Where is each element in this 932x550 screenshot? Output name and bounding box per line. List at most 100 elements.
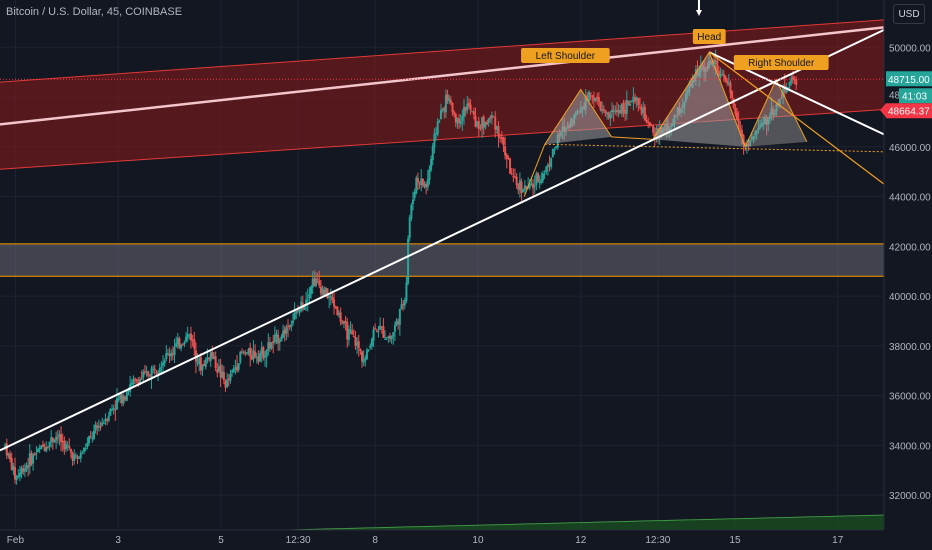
candle-body bbox=[532, 183, 535, 189]
candle-body bbox=[553, 148, 556, 151]
candle-body bbox=[89, 436, 92, 438]
candle-body bbox=[124, 396, 127, 400]
candle-body bbox=[71, 452, 74, 461]
candle-body bbox=[502, 137, 505, 146]
candle-body bbox=[627, 100, 630, 105]
candle-body bbox=[213, 356, 216, 360]
candle-body bbox=[760, 123, 763, 127]
candle-body bbox=[397, 321, 400, 324]
candle-body bbox=[145, 371, 148, 373]
candle-body bbox=[50, 437, 53, 443]
candle-body bbox=[750, 137, 753, 140]
candle-body bbox=[387, 336, 390, 338]
candle-body bbox=[712, 59, 715, 64]
candle-body bbox=[793, 78, 796, 81]
candle-body bbox=[512, 176, 515, 178]
time-tick-label: 12:30 bbox=[286, 535, 311, 546]
candle-body bbox=[198, 358, 201, 364]
candle-body bbox=[727, 82, 730, 85]
right-shoulder-label: Right Shoulder bbox=[748, 58, 815, 69]
candle-body bbox=[632, 96, 635, 102]
candle-body bbox=[490, 115, 493, 119]
candle-body bbox=[647, 121, 650, 123]
volume-trend-fill bbox=[287, 515, 884, 530]
candle-body bbox=[163, 360, 166, 364]
candle-body bbox=[415, 177, 418, 194]
time-tick-label: 3 bbox=[115, 535, 121, 546]
candle-body bbox=[525, 186, 528, 189]
candle-body bbox=[619, 110, 622, 114]
candle-body bbox=[270, 342, 273, 349]
candle-body bbox=[142, 371, 145, 378]
candle-body bbox=[147, 371, 150, 376]
candle-body bbox=[4, 444, 7, 447]
candle-body bbox=[535, 173, 538, 185]
candle-body bbox=[795, 79, 798, 86]
candle-body bbox=[201, 364, 204, 371]
candle-body bbox=[382, 326, 385, 338]
candle-body bbox=[443, 107, 446, 112]
candle-body bbox=[591, 94, 594, 98]
candle-body bbox=[221, 371, 224, 379]
candle-body bbox=[596, 97, 599, 99]
candle-body bbox=[329, 296, 332, 298]
candle-body bbox=[132, 379, 135, 384]
candle-body bbox=[222, 372, 225, 381]
candle-body bbox=[379, 325, 382, 330]
candle-body bbox=[331, 296, 334, 301]
candle-body bbox=[158, 367, 161, 374]
candle-body bbox=[334, 306, 337, 308]
candle-body bbox=[120, 394, 123, 404]
candle-body bbox=[285, 327, 288, 334]
candle-body bbox=[629, 103, 632, 106]
candle-body bbox=[413, 192, 416, 198]
candle-body bbox=[486, 122, 489, 125]
candle-body bbox=[91, 438, 94, 440]
candle-body bbox=[183, 342, 186, 345]
candle-body bbox=[283, 329, 286, 335]
candle-body bbox=[152, 367, 155, 369]
time-tick-label: 10 bbox=[472, 535, 484, 546]
candle-body bbox=[7, 453, 10, 456]
candle-body bbox=[365, 349, 368, 359]
candle-body bbox=[412, 199, 415, 205]
candle-body bbox=[783, 85, 786, 93]
head-label-bg bbox=[692, 29, 726, 44]
candle-body bbox=[393, 325, 396, 332]
candle-body bbox=[9, 454, 12, 460]
candle-body bbox=[431, 146, 434, 161]
time-tick-label: 12 bbox=[575, 535, 587, 546]
candle-body bbox=[767, 118, 770, 125]
candle-body bbox=[166, 353, 169, 355]
trendline-1 bbox=[0, 28, 885, 452]
candle-body bbox=[645, 119, 648, 122]
candle-body bbox=[28, 453, 31, 467]
candle-body bbox=[338, 313, 341, 315]
candle-body bbox=[609, 113, 612, 119]
candle-body bbox=[244, 352, 247, 354]
candle-body bbox=[173, 347, 176, 356]
candle-body bbox=[538, 181, 541, 183]
candle-body bbox=[324, 287, 327, 296]
candle-body bbox=[262, 347, 265, 359]
candle-body bbox=[439, 109, 442, 120]
candle-body bbox=[265, 350, 268, 358]
candle-body bbox=[240, 351, 243, 353]
candle-body bbox=[380, 326, 383, 328]
channel-midline bbox=[0, 26, 885, 126]
candle-body bbox=[448, 98, 451, 102]
candle-body bbox=[375, 330, 378, 332]
candle-body bbox=[453, 112, 456, 115]
price-tick-label: 38000.00 bbox=[889, 342, 931, 353]
candle-body bbox=[298, 309, 301, 313]
candle-body bbox=[456, 117, 459, 124]
candle-body bbox=[594, 97, 597, 102]
currency-button[interactable]: USD bbox=[893, 4, 925, 24]
candle-body bbox=[768, 115, 771, 119]
candle-body bbox=[398, 308, 401, 325]
candle-body bbox=[102, 422, 105, 424]
candle-body bbox=[606, 113, 609, 115]
candle-body bbox=[211, 352, 214, 358]
candle-body bbox=[148, 375, 151, 377]
